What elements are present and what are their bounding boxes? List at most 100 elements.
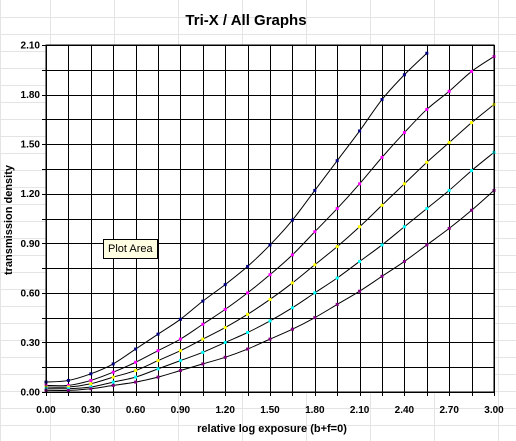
series-3-point[interactable] <box>402 182 406 186</box>
series-2-point[interactable] <box>156 349 160 353</box>
series-1-point[interactable] <box>201 299 205 303</box>
series-2-point[interactable] <box>246 291 250 295</box>
series-4-point[interactable] <box>470 169 474 173</box>
series-5-point[interactable] <box>246 347 250 351</box>
series-1-point[interactable] <box>290 218 294 222</box>
series-5-point[interactable] <box>66 388 70 392</box>
series-3-point[interactable] <box>111 375 115 379</box>
series-5-point[interactable] <box>156 375 160 379</box>
series-2-point[interactable] <box>335 207 339 211</box>
series-4-point[interactable] <box>268 319 272 323</box>
series-3-point[interactable] <box>223 326 227 330</box>
series-1-point[interactable] <box>223 283 227 287</box>
series-3-point[interactable] <box>425 160 429 164</box>
series-1-point[interactable] <box>380 98 384 102</box>
series-4-point[interactable] <box>89 385 93 389</box>
series-2-point[interactable] <box>66 383 70 387</box>
series-3-point[interactable] <box>470 121 474 125</box>
series-4-point[interactable] <box>66 387 70 391</box>
series-4-point[interactable] <box>447 188 451 192</box>
series-2-point[interactable] <box>89 378 93 382</box>
series-2-point[interactable] <box>178 337 182 341</box>
series-5-point[interactable] <box>89 387 93 391</box>
x-tick-label: 0.00 <box>36 405 56 416</box>
series-4-point[interactable] <box>290 306 294 310</box>
series-5-point[interactable] <box>470 208 474 212</box>
series-1-point[interactable] <box>134 347 138 351</box>
series-4-point[interactable] <box>201 350 205 354</box>
series-2-point[interactable] <box>268 273 272 277</box>
series-3-point[interactable] <box>313 263 317 267</box>
series-5-point[interactable] <box>134 380 138 384</box>
series-3-point[interactable] <box>66 385 70 389</box>
series-3-point[interactable] <box>134 369 138 373</box>
series-1-point[interactable] <box>335 159 339 163</box>
series-2-point[interactable] <box>134 360 138 364</box>
series-4-point[interactable] <box>380 243 384 247</box>
series-3-point[interactable] <box>268 297 272 301</box>
series-3-point[interactable] <box>201 337 205 341</box>
series-1-point[interactable] <box>268 243 272 247</box>
series-4-point[interactable] <box>111 380 115 384</box>
series-5-point[interactable] <box>335 302 339 306</box>
series-1-point[interactable] <box>89 372 93 376</box>
series-5-point[interactable] <box>290 327 294 331</box>
series-4-point[interactable] <box>313 291 317 295</box>
series-2-point[interactable] <box>313 230 317 234</box>
series-5-point[interactable] <box>380 274 384 278</box>
series-1-point[interactable] <box>402 73 406 77</box>
series-5-point[interactable] <box>268 337 272 341</box>
series-1-curve[interactable] <box>45 52 428 383</box>
series-1-point[interactable] <box>313 188 317 192</box>
series-5-point[interactable] <box>223 355 227 359</box>
series-3-point[interactable] <box>447 140 451 144</box>
series-3-point[interactable] <box>290 281 294 285</box>
series-2-point[interactable] <box>223 307 227 311</box>
series-1-point[interactable] <box>358 129 362 133</box>
series-1-point[interactable] <box>425 51 429 55</box>
series-4-point[interactable] <box>178 359 182 363</box>
series-1-point[interactable] <box>66 378 70 382</box>
series-1-point[interactable] <box>156 332 160 336</box>
series-4-point[interactable] <box>335 276 339 280</box>
series-1-point[interactable] <box>111 362 115 366</box>
series-4-point[interactable] <box>358 259 362 263</box>
series-4-point[interactable] <box>246 331 250 335</box>
series-3-point[interactable] <box>89 382 93 386</box>
series-2-point[interactable] <box>358 182 362 186</box>
series-5-point[interactable] <box>358 289 362 293</box>
series-4-point[interactable] <box>425 207 429 211</box>
series-1-point[interactable] <box>246 264 250 268</box>
series-3-point[interactable] <box>156 359 160 363</box>
series-2-point[interactable] <box>290 253 294 257</box>
y-tick-label: 1.50 <box>21 140 41 151</box>
series-4-point[interactable] <box>134 375 138 379</box>
series-3-point[interactable] <box>246 312 250 316</box>
series-2-point[interactable] <box>201 322 205 326</box>
series-4-point[interactable] <box>223 340 227 344</box>
series-5-point[interactable] <box>447 226 451 230</box>
series-5-point[interactable] <box>313 316 317 320</box>
series-3-point[interactable] <box>335 245 339 249</box>
x-tick-label: 2.10 <box>350 405 370 416</box>
series-5-point[interactable] <box>425 243 429 247</box>
series-2-point[interactable] <box>470 69 474 73</box>
series-4-point[interactable] <box>156 367 160 371</box>
series-4-point[interactable] <box>402 225 406 229</box>
series-3-point[interactable] <box>380 203 384 207</box>
series-2-point[interactable] <box>111 370 115 374</box>
series-5-point[interactable] <box>111 383 115 387</box>
series-2-point[interactable] <box>380 155 384 159</box>
series-1-point[interactable] <box>178 317 182 321</box>
series-5-point[interactable] <box>402 259 406 263</box>
series-2-point[interactable] <box>447 89 451 93</box>
series-5-point[interactable] <box>201 362 205 366</box>
series-5-point[interactable] <box>178 369 182 373</box>
y-axis-label: transmission density <box>3 164 15 275</box>
series-3-point[interactable] <box>358 225 362 229</box>
series-3-point[interactable] <box>178 349 182 353</box>
series-2-point[interactable] <box>425 107 429 111</box>
y-tick-label: 2.10 <box>21 41 41 52</box>
series-2-point[interactable] <box>402 131 406 135</box>
